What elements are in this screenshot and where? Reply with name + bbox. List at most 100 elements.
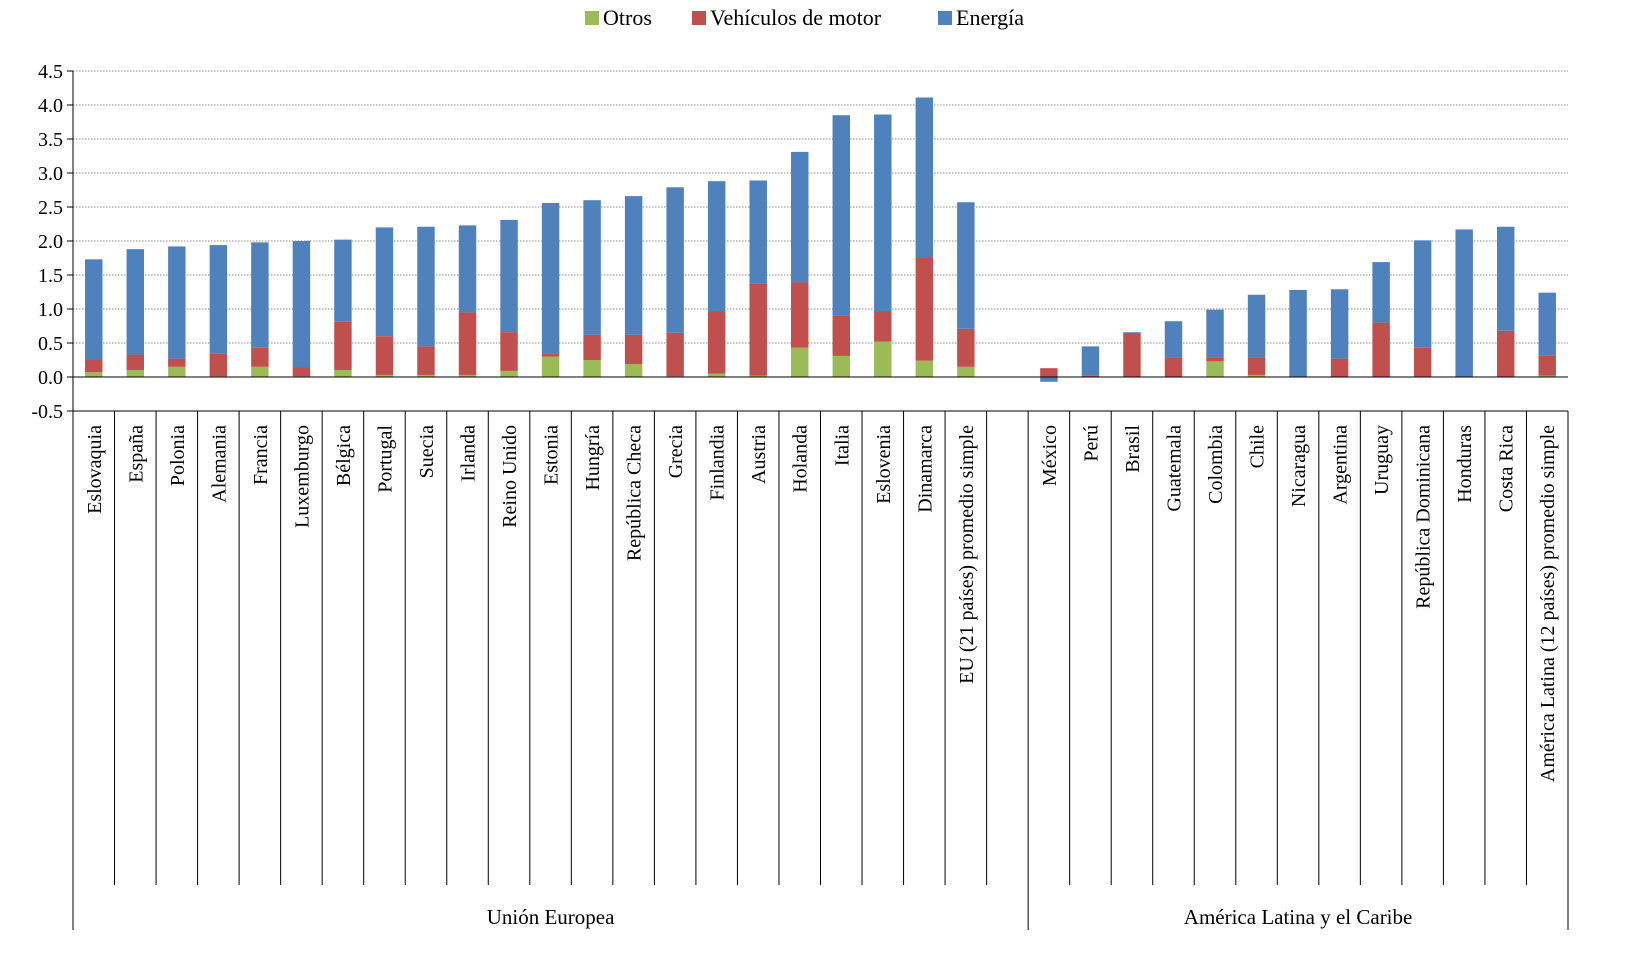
bar-segment [168,246,186,359]
bar-segment [458,225,477,313]
bar-segment [1413,347,1432,377]
x-tick-label: Chile [1247,425,1269,468]
bar-segment [832,355,850,377]
bar-segment [251,347,269,367]
bar-segment [1413,240,1432,348]
bar-segment [1538,292,1556,356]
bar-segment [417,346,435,375]
legend-label-energia: Energía [956,5,1024,30]
bar-segment [126,370,145,377]
bar-segment [583,200,601,335]
x-tick-label: Austria [748,425,770,484]
bar-segment [292,367,311,377]
bar-segment [500,332,518,371]
x-tick-label: Irlanda [458,425,480,482]
group-label: Unión Europea [487,905,615,929]
bar-segment [1040,377,1058,382]
bar-segment [541,353,560,357]
bar-segment [1330,358,1349,377]
bar-segment [749,283,767,376]
y-axis: 4.5 4.0 3.5 3.0 2.5 2.0 1.5 1.0 0.5 0.0 -0.5 [31,61,74,930]
x-tick-label: Costa Rica [1496,425,1518,512]
bar-segment [334,370,352,377]
x-axis: Eslovaquia España Polonia Alemania Francia Lu… [73,376,1569,930]
bar-segment [666,332,684,377]
x-tick-label: Colombia [1205,425,1227,504]
bar-segment [375,336,394,375]
bar-segment [957,328,975,367]
x-tick-label: Alemania [208,425,230,503]
bar-segment [1206,361,1224,377]
bar-segment [126,249,145,355]
bar-segment [583,334,601,360]
bar-segment [624,364,643,377]
bar-segment [251,366,269,377]
bar-segment [334,321,352,371]
legend-label-vehiculos-de-motor: Vehículos de motor [710,5,882,30]
bar-segment [1247,357,1266,375]
bar-segment [1496,330,1515,377]
bar-segment [749,375,767,377]
y-tick-label: -0.5 [31,401,63,423]
legend-swatch-energia [938,11,952,25]
y-tick-label: 1.0 [38,299,63,321]
x-tick-label: Uruguay [1371,425,1393,495]
bar-segment [1123,332,1141,333]
bar-segment [375,374,394,377]
bar-segment [583,360,601,377]
y-tick-label: 1.5 [38,265,63,287]
y-tick-label: 4.5 [38,61,63,83]
y-tick-label: 2.0 [38,231,63,253]
bar-segment [707,373,726,377]
x-tick-label: Dinamarca [914,425,936,513]
bar-segment [874,114,892,312]
x-tick-label: Luxemburgo [291,425,313,528]
x-tick-label: Brasil [1122,425,1144,473]
bar-segment [334,239,352,322]
x-tick-label: Honduras [1454,425,1476,503]
bar-segment [168,366,186,377]
x-tick-label: Reino Unido [499,425,521,528]
x-tick-label: Portugal [374,425,396,493]
x-tick-label: Holanda [790,425,812,493]
bar-segment [500,219,518,333]
bar-segment [251,242,269,348]
x-tick-label: Nicaragua [1288,425,1310,507]
y-tick-label: 3.0 [38,163,63,185]
legend: Otros Vehículos de motor Energía [585,5,1024,30]
bar-segment [832,115,850,316]
x-tick-label: República Dominicana [1413,425,1435,609]
bar-segment [624,196,643,335]
x-tick-label: Bélgica [333,425,355,486]
bar-segment [791,347,809,377]
x-tick-label: América Latina (12 países) promedio simp… [1537,425,1559,782]
bar-segment [957,202,975,329]
bar-segment [874,311,892,342]
bar-segment [458,312,477,375]
x-tick-label: República Checa [624,425,646,561]
group-label: América Latina y el Caribe [1184,905,1413,929]
x-tick-label: Polonia [167,425,189,486]
bar-segment [915,258,934,361]
bar-segment [874,341,892,377]
bar-segment [500,370,518,377]
bar-segment [417,374,435,377]
bar-segment [791,282,809,348]
bar-segment [1289,289,1307,377]
bar-segment [1164,357,1183,377]
legend-swatch-otros [585,11,599,25]
bar-segment [832,315,850,356]
bar-segment [1455,229,1473,377]
legend-label-otros: Otros [603,5,652,30]
bar-segment [375,227,394,337]
x-tick-label: Eslovenia [873,425,895,504]
bar-segment [1372,262,1390,323]
bar-segment [1372,322,1390,377]
y-tick-label: 4.0 [38,95,63,117]
x-tick-label: Guatemala [1163,425,1185,512]
bar-segment [1538,355,1556,376]
bar-segment [957,366,975,377]
x-tick-label: México [1039,425,1061,486]
bar-segment [1206,357,1224,362]
